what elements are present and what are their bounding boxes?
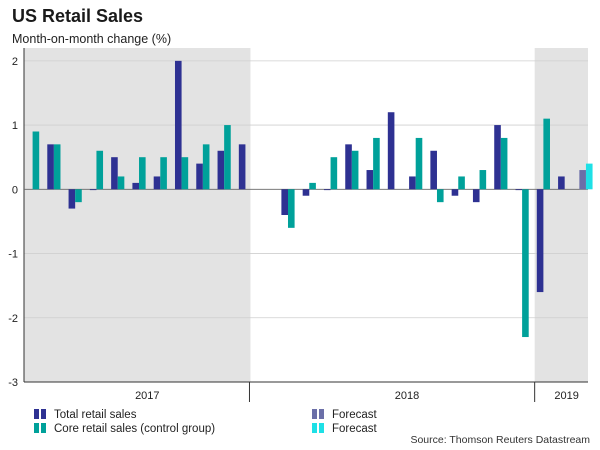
bar-total	[47, 144, 54, 190]
bar-total	[558, 176, 565, 190]
x-group-label: 2018	[395, 390, 419, 402]
bar-core	[500, 137, 508, 190]
bar-total	[89, 189, 97, 191]
bar-core	[330, 157, 338, 190]
bar-total	[515, 189, 523, 191]
legend-label: Forecast	[332, 409, 378, 421]
bar-core	[32, 131, 40, 190]
bar-total	[387, 112, 395, 190]
bar-total	[302, 189, 310, 196]
bar-core	[479, 170, 487, 190]
bar-total	[430, 150, 437, 190]
bar-total	[196, 163, 203, 190]
bar-core	[287, 189, 295, 228]
bar-total	[451, 189, 459, 196]
shaded-period-2019	[534, 48, 588, 382]
y-tick-label: 0	[12, 184, 18, 196]
bar-core	[373, 137, 380, 190]
bar-total	[68, 189, 76, 209]
y-tick-label: 1	[12, 120, 18, 132]
bar-core	[181, 157, 189, 190]
legend-swatch	[319, 409, 324, 419]
bar-core	[351, 150, 359, 190]
bar-core	[543, 118, 550, 190]
legend: Total retail sales Core retail sales (con…	[34, 409, 378, 435]
legend-swatch	[34, 423, 39, 433]
bar-core	[96, 150, 104, 190]
bar-total	[238, 144, 246, 190]
bar-total	[174, 60, 182, 190]
legend-swatch	[319, 423, 324, 433]
x-group-label: 2019	[554, 390, 578, 402]
legend-swatch	[312, 423, 317, 433]
bar-total	[132, 182, 140, 190]
bar-core	[458, 176, 465, 190]
bar-forecast	[579, 170, 586, 190]
bar-core	[415, 137, 423, 190]
bar-total	[536, 189, 544, 293]
plot-area: -3 -2 -1 0 1 2 2017 2018 2019	[8, 48, 593, 402]
bar-total	[366, 170, 374, 190]
bar-total	[472, 189, 480, 203]
bar-core	[436, 189, 444, 203]
y-tick-label: 2	[12, 56, 18, 68]
y-tick-label: -3	[8, 377, 18, 389]
bar-total	[281, 189, 288, 215]
bar-core	[224, 125, 231, 190]
x-group-label: 2017	[135, 390, 159, 402]
bar-core	[522, 189, 529, 338]
legend-swatch	[41, 409, 46, 419]
bar-total	[494, 125, 501, 190]
bar-core	[160, 157, 167, 190]
legend-swatch	[41, 423, 46, 433]
legend-swatch	[312, 409, 317, 419]
legend-swatch	[34, 409, 39, 419]
bar-core	[117, 176, 125, 190]
bar-total	[345, 144, 352, 190]
bar-forecast	[585, 163, 593, 190]
bar-core	[53, 144, 61, 190]
source-note: Source: Thomson Reuters Datastream	[410, 434, 590, 446]
bar-core	[202, 144, 210, 190]
chart-title: US Retail Sales	[12, 6, 143, 26]
bar-total	[111, 157, 118, 190]
bar-total	[409, 176, 416, 190]
y-tick-label: -1	[8, 249, 18, 261]
shaded-period-2017	[24, 48, 251, 382]
bar-core	[75, 189, 82, 203]
legend-label: Total retail sales	[54, 409, 137, 421]
bar-total	[153, 176, 161, 190]
legend-label: Forecast	[332, 423, 378, 435]
bar-core	[139, 157, 146, 190]
y-tick-label: -2	[8, 313, 18, 325]
chart-subtitle: Month-on-month change (%)	[12, 32, 171, 46]
bar-total	[323, 189, 331, 191]
bar-core	[309, 182, 316, 190]
bar-total	[217, 150, 225, 190]
legend-label: Core retail sales (control group)	[54, 423, 215, 435]
